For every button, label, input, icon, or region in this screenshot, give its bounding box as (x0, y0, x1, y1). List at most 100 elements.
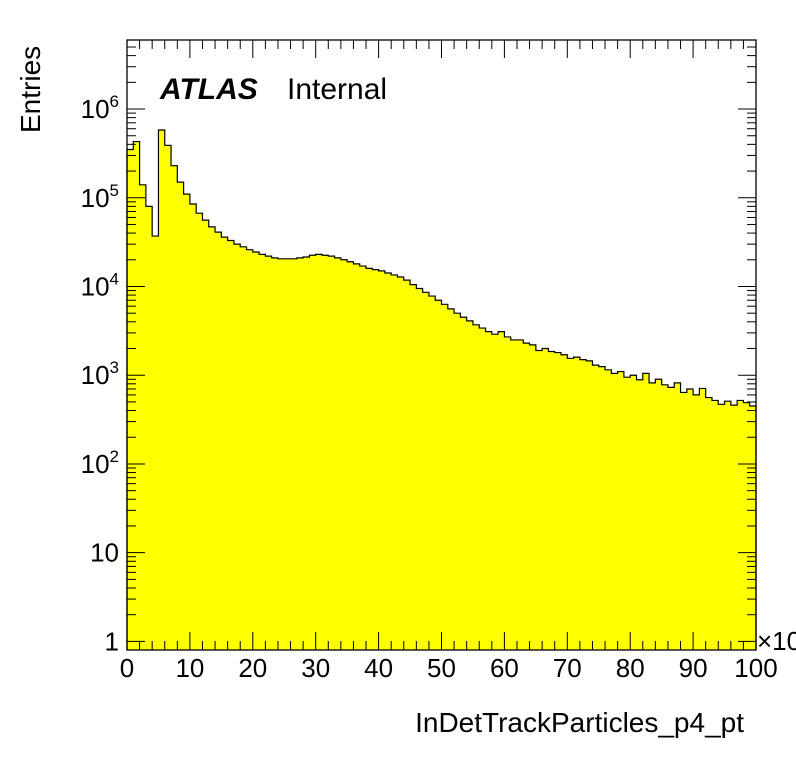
histogram-bin (334, 257, 342, 650)
histogram-bin (196, 213, 203, 651)
histogram-bin (164, 145, 172, 650)
histogram-bin (202, 220, 210, 650)
histogram-bin (586, 360, 593, 650)
x-tick-label: 30 (301, 653, 330, 683)
histogram-bin (630, 375, 637, 650)
histogram-bin (730, 405, 738, 650)
histogram-bin (623, 377, 631, 650)
y-tick-label: 103 (81, 358, 119, 390)
y-tick-label: 102 (81, 447, 119, 479)
histogram-bin (265, 256, 273, 650)
histogram-bin (321, 255, 329, 650)
histogram-bin (422, 292, 430, 650)
histogram-bars (126, 129, 757, 651)
histogram-bin (340, 259, 348, 650)
histogram-bin (384, 272, 392, 650)
histogram-bin (227, 240, 235, 650)
histogram-bin (391, 274, 398, 650)
histogram-bin (743, 402, 751, 650)
x-tick-label: 40 (364, 653, 393, 683)
histogram-bin (649, 382, 656, 650)
histogram-bin (636, 379, 644, 650)
histogram-bin (711, 400, 719, 650)
histogram-bin (127, 149, 134, 651)
histogram-bin (277, 258, 285, 650)
y-axis-title: Entries (15, 46, 46, 133)
histogram-bin (491, 334, 499, 650)
x-tick-label: 100 (734, 653, 777, 683)
histogram-bin (378, 270, 386, 650)
histogram-bin (259, 254, 266, 650)
histogram-bin (535, 350, 543, 650)
histogram-bin (309, 255, 317, 650)
histogram-bin (271, 257, 279, 650)
histogram-bin (718, 404, 725, 650)
x-tick-label: 10 (175, 653, 204, 683)
histogram-bin (246, 249, 254, 651)
histogram-bin (617, 371, 625, 650)
x-tick-label: 50 (427, 653, 456, 683)
x-axis-title: InDetTrackParticles_p4_pt (415, 707, 744, 738)
histogram-bin (303, 256, 310, 650)
histogram-bin (240, 246, 247, 650)
y-tick-label: 105 (81, 181, 119, 213)
histogram-bin (133, 141, 140, 651)
histogram-bin (611, 373, 619, 650)
x-tick-label: 70 (553, 653, 582, 683)
histogram-bin (466, 320, 474, 650)
histogram-bin (542, 348, 549, 650)
histogram-bin (561, 354, 568, 650)
histogram-bin (605, 369, 612, 650)
histogram-bin (410, 284, 417, 650)
histogram-bin (189, 204, 197, 651)
histogram-bin (428, 296, 436, 650)
histogram-bin (290, 258, 298, 650)
histogram-bin (183, 194, 191, 650)
y-tick-label: 106 (81, 92, 119, 124)
x-tick-label: 60 (490, 653, 519, 683)
histogram-bin (296, 257, 304, 650)
histogram-bin (642, 373, 650, 650)
histogram-bin (145, 206, 153, 650)
histogram-bin (372, 269, 379, 650)
histogram-bin (686, 388, 694, 650)
histogram-bin (667, 387, 675, 650)
histogram-bin (548, 351, 556, 650)
histogram-bin (454, 313, 461, 650)
histogram-bin (171, 165, 178, 651)
histogram-bin (479, 328, 486, 650)
axis-ticks (126, 39, 757, 650)
histogram-bin (705, 397, 713, 650)
histogram-bin (699, 388, 707, 650)
histogram-bin (472, 324, 480, 650)
internal-label: Internal (287, 73, 387, 106)
histogram-bin (749, 405, 757, 650)
x-tick-label: 20 (238, 653, 267, 683)
histogram-bin (724, 401, 732, 650)
histogram-bin (737, 400, 744, 650)
histogram-bin (397, 276, 405, 650)
histogram-bin (529, 344, 537, 650)
x-tick-label: 0 (120, 653, 134, 683)
atlas-label: ATLAS (159, 73, 258, 106)
histogram-bin (655, 379, 663, 650)
histogram-bin (441, 304, 449, 650)
histogram-bin (674, 382, 681, 650)
y-tick-label: 104 (81, 269, 119, 301)
histogram-bin (152, 236, 159, 650)
histogram-bin (359, 266, 367, 650)
histogram-bin (567, 358, 574, 650)
x-tick-label: 90 (679, 653, 708, 683)
histogram-bin (516, 339, 524, 650)
histogram-bin (403, 280, 411, 650)
histogram-bin (177, 182, 185, 650)
histogram-bin (573, 357, 581, 650)
histogram-bin (485, 331, 493, 650)
histogram-bin (592, 365, 600, 650)
histogram-bin (284, 258, 291, 650)
histogram-outline (126, 129, 757, 650)
histogram-bin (366, 268, 373, 650)
histogram-bin (579, 359, 587, 650)
histogram-bin (347, 261, 354, 650)
